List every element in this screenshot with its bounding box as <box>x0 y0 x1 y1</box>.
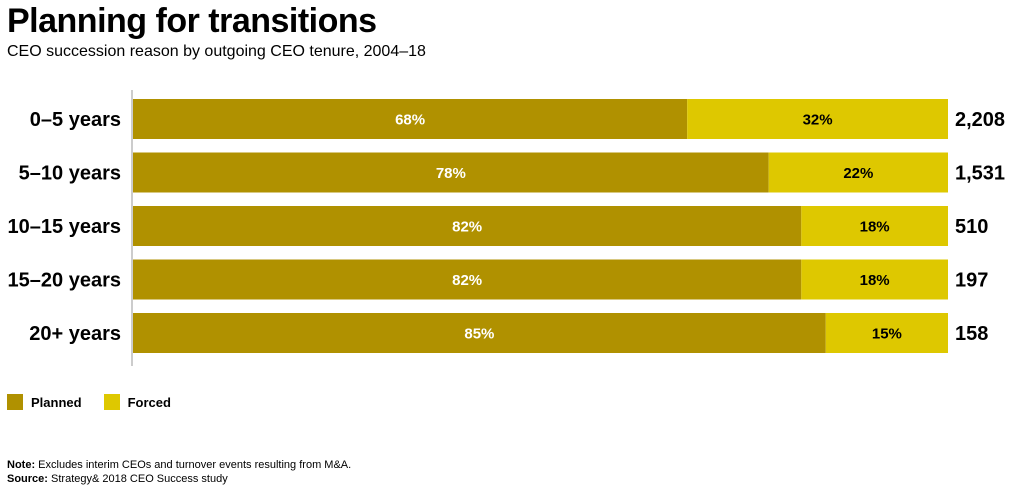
data-label-forced-row-3: 18% <box>860 219 890 236</box>
data-label-planned-row-5: 85% <box>464 326 494 343</box>
category-label-row-5: 20+ years <box>29 323 121 345</box>
chart-title: Planning for transitions <box>7 2 377 40</box>
legend-swatch-planned <box>7 394 23 410</box>
bar-planned-row-1 <box>133 99 688 139</box>
data-label-forced-row-1: 32% <box>803 112 833 129</box>
data-label-planned-row-4: 82% <box>452 272 482 289</box>
source-line: Source: Strategy& 2018 CEO Success study <box>7 472 351 486</box>
category-label-row-2: 5–10 years <box>19 163 121 185</box>
bar-planned-row-2 <box>133 152 769 193</box>
data-label-planned-row-2: 78% <box>436 165 466 182</box>
data-label-forced-row-4: 18% <box>860 272 890 289</box>
source-label: Source: <box>7 473 48 485</box>
total-label-row-5: 158 <box>955 323 988 345</box>
legend-label-forced: Forced <box>127 394 171 410</box>
category-label-row-1: 0–5 years <box>30 109 121 131</box>
legend-item-planned: Planned <box>7 394 82 410</box>
total-label-row-2: 1,531 <box>955 163 1005 185</box>
data-label-planned-row-1: 68% <box>395 112 425 129</box>
bar-planned-row-5 <box>133 313 826 353</box>
chart-subtitle: CEO succession reason by outgoing CEO te… <box>7 43 426 60</box>
bar-forced-row-5 <box>825 313 948 353</box>
bar-forced-row-3 <box>801 206 948 246</box>
total-label-row-1: 2,208 <box>955 109 1005 131</box>
legend-swatch-forced <box>103 394 120 410</box>
total-label-row-3: 510 <box>955 216 988 238</box>
footnotes: Note: Excludes interim CEOs and turnover… <box>7 458 351 486</box>
data-label-forced-row-2: 22% <box>843 165 873 182</box>
total-label-row-4: 197 <box>955 270 988 292</box>
bar-forced-row-4 <box>801 259 948 300</box>
bar-planned-row-4 <box>133 259 802 300</box>
legend-item-forced: Forced <box>103 394 171 410</box>
data-label-planned-row-3: 82% <box>452 219 482 236</box>
category-label-row-3: 10–15 years <box>8 216 121 238</box>
note-line: Note: Excludes interim CEOs and turnover… <box>7 458 351 472</box>
note-label: Note: <box>7 459 36 471</box>
stacked-bar-chart: 0–5 years 68% 32% 2,208 5–10 years 78% 22% 1,53… <box>8 90 1005 366</box>
source-text: Strategy& 2018 CEO Success study <box>47 473 228 485</box>
bar-forced-row-2 <box>768 152 948 193</box>
legend-label-planned: Planned <box>31 394 82 410</box>
category-label-row-4: 15–20 years <box>8 270 121 292</box>
data-label-forced-row-5: 15% <box>872 326 902 343</box>
bar-forced-row-1 <box>687 99 948 139</box>
legend: Planned Forced <box>7 394 193 410</box>
bar-planned-row-3 <box>133 206 802 246</box>
note-text: Excludes interim CEOs and turnover event… <box>35 459 352 471</box>
